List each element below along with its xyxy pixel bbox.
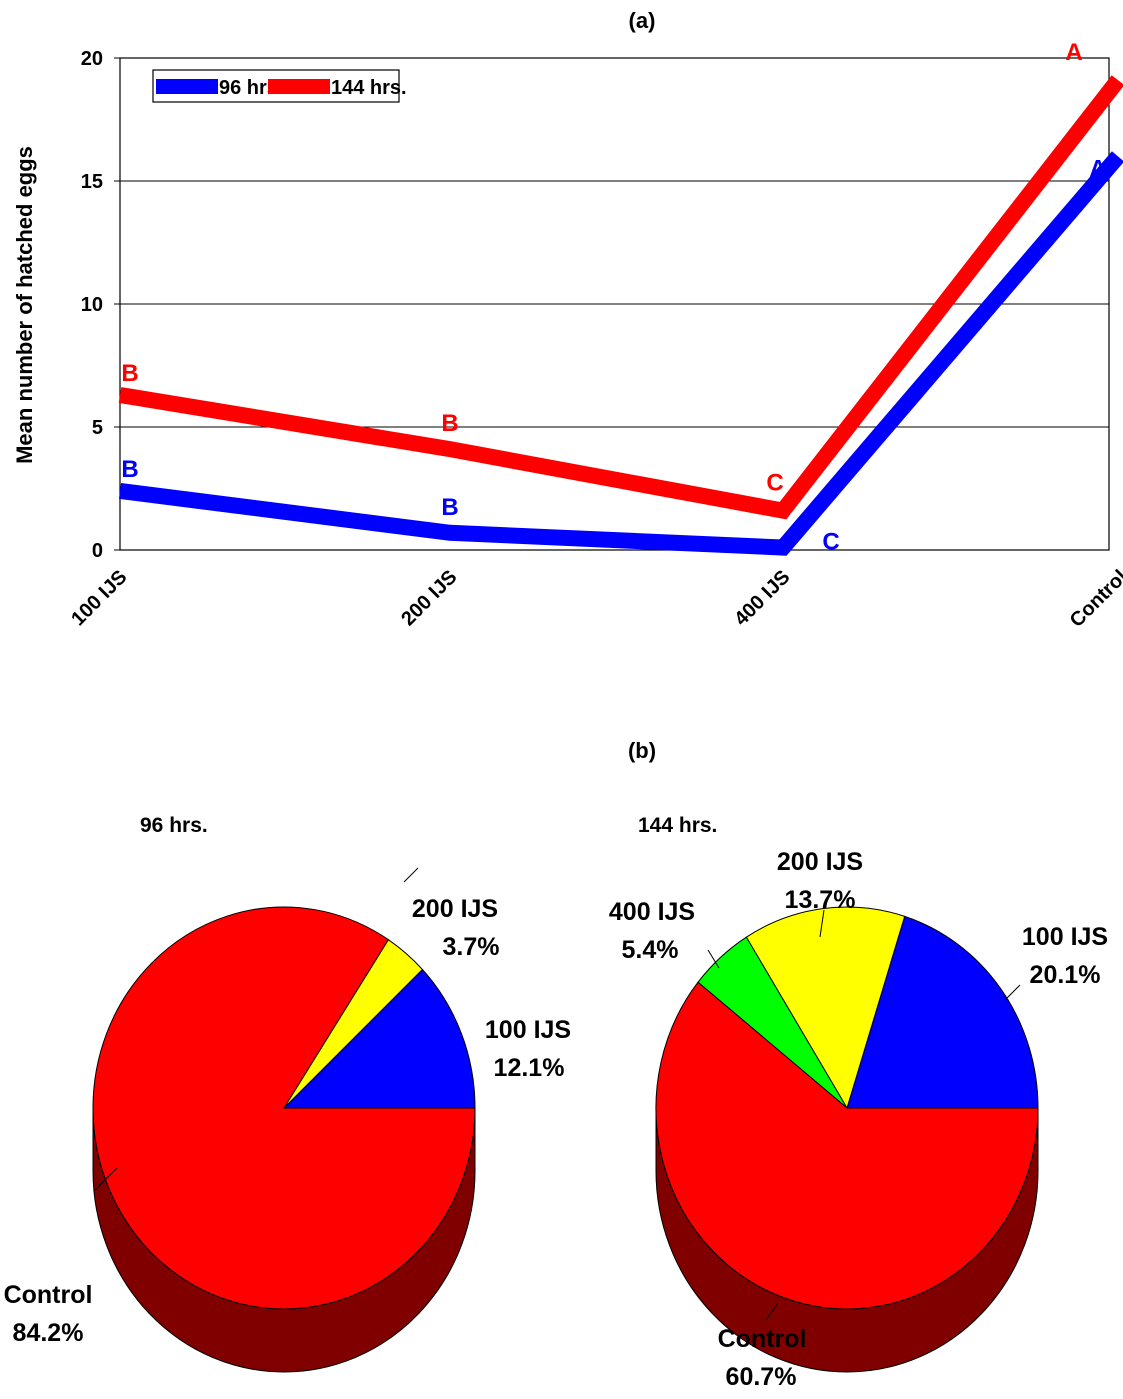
legend: 96 hrs. 144 hrs. xyxy=(152,69,407,103)
y-tick-label: 0 xyxy=(92,540,103,562)
line-series xyxy=(118,75,1123,556)
significance-letter: A xyxy=(1065,39,1082,66)
y-axis-label: Mean number of hatched eggs xyxy=(12,146,37,464)
leader-144h-400ijs xyxy=(707,949,720,969)
y-tick-label: 5 xyxy=(92,417,103,439)
significance-letters: B B C A B B C A xyxy=(121,39,1106,555)
significance-letter: C xyxy=(822,529,839,556)
pie-96h xyxy=(92,906,476,1373)
y-tick-label: 10 xyxy=(81,294,103,316)
x-tick-label: 400 IJS xyxy=(730,566,794,630)
line-chart-gridlines xyxy=(120,180,1109,428)
pie-96h-pct-control: 84.2% xyxy=(13,1319,84,1347)
significance-letter: A xyxy=(1089,155,1106,182)
x-tick-label: 100 IJS xyxy=(67,566,131,630)
y-tick-label: 20 xyxy=(81,48,103,70)
significance-letter: B xyxy=(441,494,458,521)
pie-144h-pct-control: 60.7% xyxy=(726,1363,797,1391)
pie-slice xyxy=(92,906,476,1310)
y-tick-labels: 0 5 10 15 20 xyxy=(81,48,120,562)
pie-96h-title: 96 hrs. xyxy=(140,814,208,837)
pie-96h-label-control: Control xyxy=(4,1281,93,1309)
pie-144h-label-400ijs: 400 IJS xyxy=(609,898,695,926)
pie-slice xyxy=(655,981,1039,1310)
leader-96h-200ijs xyxy=(403,867,419,883)
pie-96h-label-200ijs: 200 IJS xyxy=(412,895,498,923)
pie-96h-pct-100ijs: 12.1% xyxy=(494,1054,565,1082)
x-tick-label: Control xyxy=(1066,566,1123,632)
significance-letter: B xyxy=(121,360,138,387)
pie-panel-title: (b) xyxy=(628,738,656,763)
pie-144h-label-100ijs: 100 IJS xyxy=(1022,923,1108,951)
significance-letter: C xyxy=(766,470,783,497)
leader-144h-100ijs xyxy=(1004,984,1021,1001)
pie-144h-label-control: Control xyxy=(718,1325,807,1353)
leader-144h-control xyxy=(765,1302,779,1321)
pie-slice xyxy=(282,968,476,1109)
legend-swatch-96h xyxy=(156,79,218,94)
pie-144h-pct-100ijs: 20.1% xyxy=(1030,961,1101,989)
pie-144h-label-200ijs: 200 IJS xyxy=(777,848,863,876)
pie-144h-pct-200ijs: 13.7% xyxy=(785,886,856,914)
pie-96h-pct-200ijs: 3.7% xyxy=(443,933,500,961)
line-chart-title: (a) xyxy=(629,8,656,33)
significance-letter: B xyxy=(441,410,458,437)
leader-96h-control xyxy=(94,1167,118,1191)
pie-slice xyxy=(745,906,906,1110)
legend-label-96h: 96 hrs. xyxy=(219,77,283,99)
pie-144h xyxy=(655,906,1039,1373)
series-line xyxy=(118,151,1123,556)
pie-144h-pct-400ijs: 5.4% xyxy=(622,936,679,964)
x-tick-labels: 100 IJS 200 IJS 400 IJS Control xyxy=(67,566,1123,632)
legend-swatch-144h xyxy=(268,79,330,94)
pie-96h-label-100ijs: 100 IJS xyxy=(485,1016,571,1044)
leader-144h-200ijs xyxy=(819,909,825,938)
legend-label-144h: 144 hrs. xyxy=(331,77,407,99)
x-tick-label: 200 IJS xyxy=(397,566,461,630)
pie-slice xyxy=(846,915,1039,1109)
series-line xyxy=(118,75,1123,520)
y-tick-label: 15 xyxy=(81,171,103,193)
pie-144h-title: 144 hrs. xyxy=(638,814,717,837)
significance-letter: B xyxy=(121,456,138,483)
